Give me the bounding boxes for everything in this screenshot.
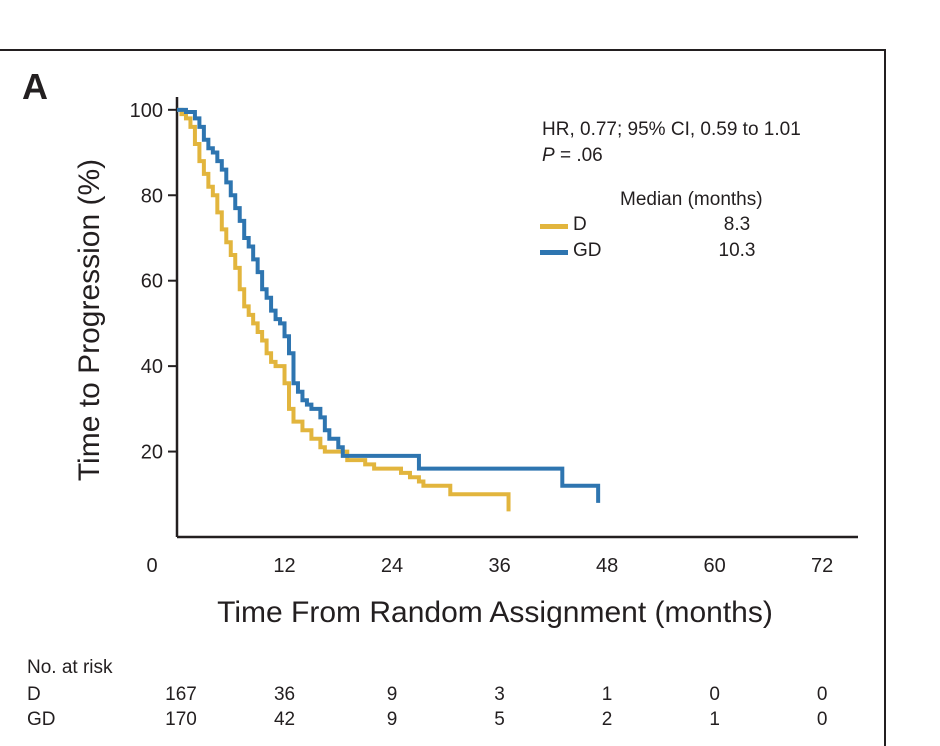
risk-cell: 1	[601, 684, 613, 705]
risk-cell: 170	[165, 709, 197, 730]
risk-table-title: No. at risk	[27, 657, 113, 678]
risk-cell: 0	[816, 709, 828, 730]
p-value-text: P = .06	[542, 145, 603, 167]
legend-title: Median (months)	[620, 189, 763, 210]
figure-panel-frame	[0, 49, 886, 746]
y-axis-label: Time to Progression (%)	[73, 158, 106, 482]
x-tick-label: 0	[146, 555, 157, 577]
legend-entry-gd: GD 10.3	[540, 240, 800, 262]
risk-cell: 1	[709, 709, 720, 730]
p-value: = .06	[554, 145, 603, 166]
y-tick-label: 80	[141, 185, 163, 207]
risk-row-label-gd: GD	[27, 709, 56, 730]
risk-cell: 167	[165, 684, 197, 705]
y-tick-label: 60	[141, 271, 163, 293]
risk-cell: 9	[386, 709, 398, 730]
y-tick-label: 40	[141, 356, 163, 378]
risk-cell: 0	[709, 684, 720, 705]
legend-name-gd: GD	[573, 240, 602, 261]
risk-cell: 5	[494, 709, 505, 730]
risk-row-label-d: D	[27, 684, 41, 705]
x-tick-label: 12	[273, 555, 295, 577]
legend-entry-d: D 8.3	[540, 214, 800, 236]
x-tick-label: 36	[488, 555, 510, 577]
legend-median-d: 8.3	[723, 214, 751, 235]
survival-curves	[177, 107, 601, 512]
x-tick-label: 72	[811, 555, 833, 577]
risk-cell: 9	[386, 684, 398, 705]
risk-cell: 3	[494, 684, 505, 705]
risk-cell: 0	[816, 684, 828, 705]
legend-median-gd: 10.3	[718, 240, 756, 261]
risk-cell: 42	[273, 709, 296, 730]
curve-gd	[177, 107, 601, 503]
x-tick-label: 48	[596, 555, 618, 577]
legend-name-d: D	[573, 214, 587, 235]
legend-swatch-d	[540, 224, 568, 229]
x-axis-label: Time From Random Assignment (months)	[217, 596, 773, 629]
axes: 20 40 60 80 100 0 12 24 36 48 60 72	[130, 97, 858, 577]
x-tick-label: 60	[704, 555, 726, 577]
panel-letter: A	[22, 66, 48, 107]
y-tick-label: 100	[130, 100, 163, 122]
y-tick-label: 20	[141, 442, 163, 464]
p-label: P	[542, 145, 555, 166]
x-tick-label: 24	[381, 555, 403, 577]
curve-d	[177, 107, 511, 512]
legend-swatch-gd	[540, 250, 568, 255]
hazard-ratio-text: HR, 0.77; 95% CI, 0.59 to 1.01	[542, 119, 801, 140]
risk-cell: 36	[273, 684, 296, 705]
risk-cell: 2	[601, 709, 613, 730]
